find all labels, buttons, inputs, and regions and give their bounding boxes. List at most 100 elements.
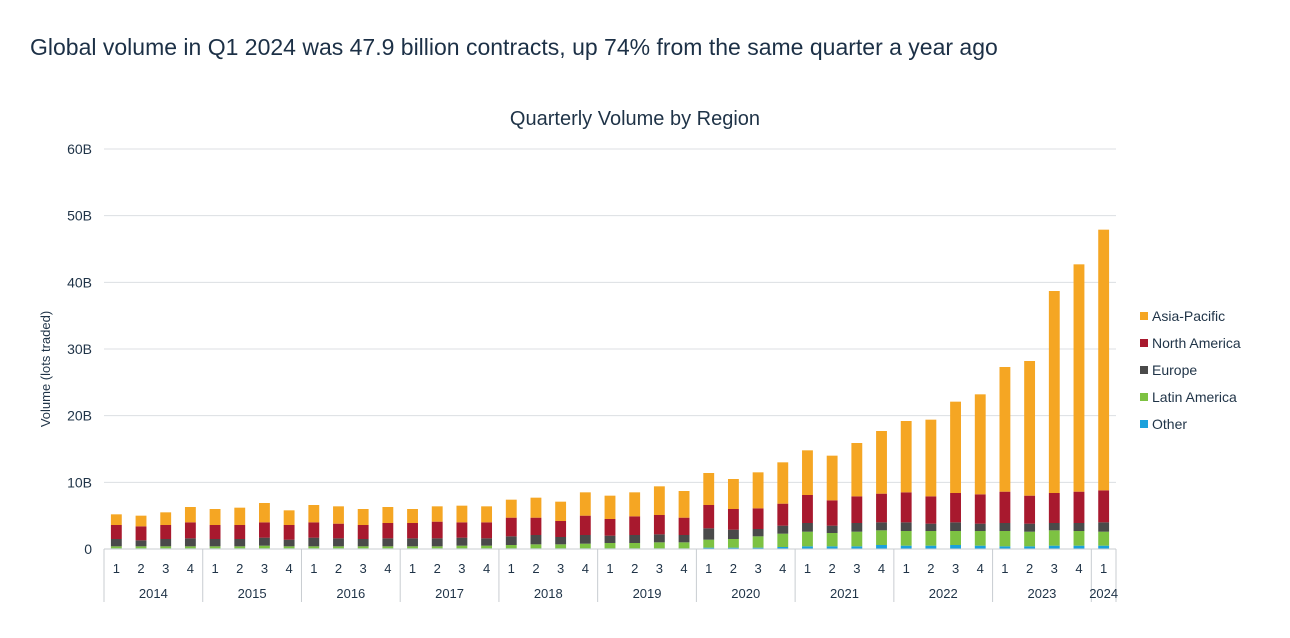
quarter-tick-label: 2 bbox=[927, 561, 934, 576]
bar-segment-latin-america bbox=[135, 546, 147, 549]
bar-segment-asia-pacific bbox=[160, 512, 172, 525]
quarter-tick-label: 2 bbox=[335, 561, 342, 576]
bar-segment-europe bbox=[382, 538, 394, 547]
bar-segment-north-america bbox=[629, 516, 641, 535]
year-label: 2021 bbox=[830, 586, 859, 601]
legend-label-other: Other bbox=[1152, 416, 1187, 432]
quarter-tick-label: 1 bbox=[211, 561, 218, 576]
bar-segment-latin-america bbox=[777, 533, 789, 547]
bar-segment-latin-america bbox=[1098, 531, 1110, 546]
bar-segment-europe bbox=[333, 538, 344, 547]
bar-segment-asia-pacific bbox=[579, 492, 591, 516]
bar-segment-asia-pacific bbox=[555, 501, 567, 521]
bar-segment-north-america bbox=[407, 523, 418, 539]
quarter-tick-label: 3 bbox=[754, 561, 761, 576]
bar-segment-latin-america bbox=[160, 546, 172, 549]
bar-segment-europe bbox=[259, 537, 270, 546]
bar-segment-north-america bbox=[184, 522, 196, 539]
bar-segment-latin-america bbox=[678, 542, 690, 549]
bar-segment-asia-pacific bbox=[505, 499, 517, 518]
bar-segment-asia-pacific bbox=[1048, 291, 1060, 493]
bar-segment-asia-pacific bbox=[876, 431, 887, 494]
bar-segment-europe bbox=[678, 535, 690, 543]
bar-segment-latin-america bbox=[1024, 531, 1036, 547]
bar-segment-europe bbox=[604, 535, 616, 543]
bar-segment-asia-pacific bbox=[259, 503, 270, 523]
bar-segment-europe bbox=[629, 535, 641, 543]
bar-segment-europe bbox=[1048, 523, 1060, 531]
bar-segment-asia-pacific bbox=[678, 491, 690, 518]
legend-swatch-asia-pacific bbox=[1140, 312, 1148, 320]
bar-segment-other bbox=[703, 547, 715, 549]
bar-segment-north-america bbox=[110, 525, 122, 539]
bar-segment-asia-pacific bbox=[407, 509, 418, 523]
y-tick-label: 30B bbox=[67, 341, 92, 357]
bar-segment-latin-america bbox=[184, 546, 196, 549]
bar-segment-north-america bbox=[876, 493, 887, 523]
bar-segment-north-america bbox=[505, 517, 517, 537]
legend-label-north-america: North America bbox=[1152, 335, 1241, 351]
bar-segment-north-america bbox=[653, 515, 665, 535]
quarter-tick-label: 1 bbox=[804, 561, 811, 576]
bar-segment-asia-pacific bbox=[357, 509, 369, 525]
quarter-tick-label: 2 bbox=[1026, 561, 1033, 576]
bar-segment-latin-america bbox=[851, 531, 863, 547]
bar-segment-europe bbox=[530, 535, 542, 545]
bar-segment-other bbox=[974, 545, 986, 549]
bar-segment-other bbox=[752, 547, 764, 549]
bar-segment-other bbox=[851, 546, 863, 549]
bar-segment-latin-america bbox=[802, 531, 813, 547]
bar-segment-latin-america bbox=[752, 536, 764, 548]
bar-segment-europe bbox=[752, 529, 764, 537]
quarter-tick-label: 1 bbox=[310, 561, 317, 576]
bar-segment-other bbox=[826, 546, 838, 549]
legend-label-asia-pacific: Asia-Pacific bbox=[1152, 308, 1225, 324]
bar-segment-asia-pacific bbox=[135, 515, 147, 527]
chart-title: Quarterly Volume by Region bbox=[510, 108, 760, 130]
year-label: 2016 bbox=[336, 586, 365, 601]
bar-segment-latin-america bbox=[209, 546, 221, 549]
quarter-tick-label: 4 bbox=[384, 561, 391, 576]
quarter-tick-label: 2 bbox=[631, 561, 638, 576]
bar-segment-other bbox=[999, 546, 1011, 549]
bar-segment-north-america bbox=[752, 508, 764, 529]
quarter-tick-label: 4 bbox=[680, 561, 687, 576]
bar-segment-latin-america bbox=[1048, 530, 1060, 546]
bar-segment-north-america bbox=[579, 515, 591, 535]
bar-segment-north-america bbox=[974, 494, 986, 524]
bar-segment-europe bbox=[653, 534, 665, 543]
bar-segment-europe bbox=[160, 539, 172, 547]
bar-segment-asia-pacific bbox=[653, 486, 665, 515]
y-tick-label: 0 bbox=[84, 541, 92, 557]
bar-segment-latin-america bbox=[703, 539, 715, 548]
bar-segment-asia-pacific bbox=[110, 514, 122, 525]
quarter-tick-label: 1 bbox=[903, 561, 910, 576]
bar-segment-other bbox=[925, 545, 937, 549]
bar-segment-europe bbox=[900, 522, 912, 531]
bar-segment-latin-america bbox=[259, 545, 270, 549]
bar-segment-latin-america bbox=[1073, 531, 1085, 546]
year-label: 2019 bbox=[633, 586, 662, 601]
bar-segment-north-america bbox=[234, 525, 246, 539]
quarter-tick-label: 3 bbox=[656, 561, 663, 576]
year-label: 2020 bbox=[731, 586, 760, 601]
bar-segment-other bbox=[777, 547, 789, 549]
bar-segment-north-america bbox=[1048, 493, 1060, 523]
bar-segment-asia-pacific bbox=[900, 421, 912, 493]
bar-segment-latin-america bbox=[950, 531, 961, 545]
bar-segment-europe bbox=[184, 538, 196, 547]
bar-segment-asia-pacific bbox=[777, 462, 789, 504]
bar-segment-north-america bbox=[382, 523, 394, 539]
bar-segment-latin-america bbox=[234, 546, 246, 549]
bar-segment-north-america bbox=[826, 500, 838, 526]
bar-segment-latin-america bbox=[826, 533, 838, 547]
bar-segment-north-america bbox=[604, 519, 616, 536]
quarter-tick-label: 2 bbox=[236, 561, 243, 576]
quarter-tick-label: 1 bbox=[409, 561, 416, 576]
bar-segment-latin-america bbox=[382, 546, 394, 549]
bar-segment-north-america bbox=[209, 525, 221, 539]
bar-segment-asia-pacific bbox=[333, 506, 344, 524]
bar-segment-asia-pacific bbox=[974, 394, 986, 495]
bar-segment-latin-america bbox=[357, 546, 369, 549]
